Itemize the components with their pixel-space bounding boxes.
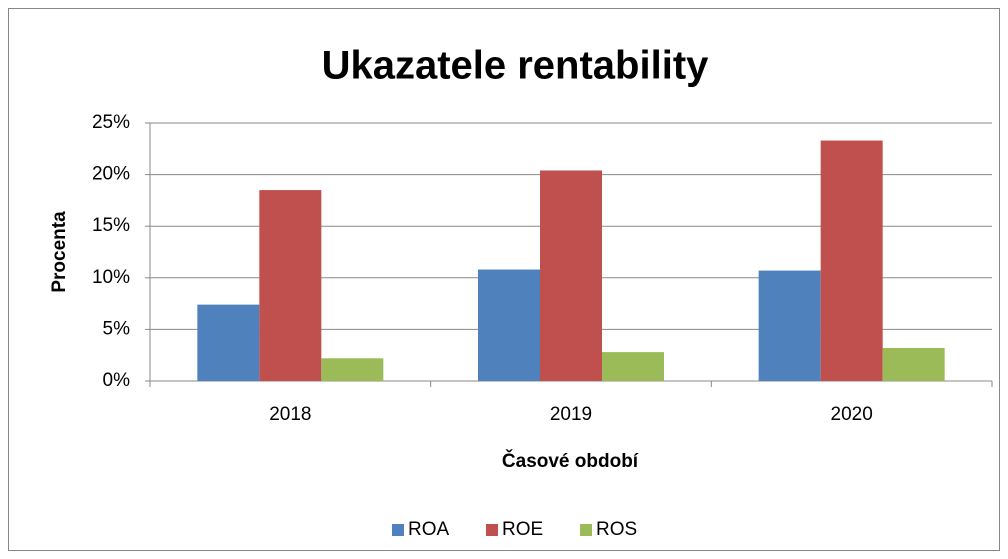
bar bbox=[321, 358, 384, 381]
y-axis-label: Procenta bbox=[49, 211, 70, 293]
legend-swatch bbox=[392, 524, 404, 536]
x-tick-label: 2019 bbox=[550, 404, 592, 425]
x-tick-label: 2018 bbox=[269, 404, 311, 425]
y-tick-label: 20% bbox=[92, 164, 130, 185]
bar bbox=[197, 304, 260, 381]
bar bbox=[540, 170, 602, 381]
y-tick-label: 10% bbox=[92, 267, 130, 288]
y-tick-label: 25% bbox=[92, 112, 130, 133]
legend-label: ROS bbox=[596, 519, 637, 540]
y-tick-label: 15% bbox=[92, 215, 130, 236]
bar bbox=[882, 347, 945, 381]
legend-swatch bbox=[580, 524, 592, 536]
bar bbox=[758, 270, 821, 381]
x-tick-label: 2020 bbox=[831, 404, 873, 425]
y-tick-label: 0% bbox=[103, 370, 131, 391]
legend-label: ROA bbox=[408, 519, 450, 540]
bar bbox=[259, 190, 322, 381]
bar bbox=[602, 352, 664, 381]
x-axis-label: Časové období bbox=[502, 450, 639, 472]
bar bbox=[820, 140, 883, 381]
legend-label: ROE bbox=[502, 519, 543, 540]
chart-title: Ukazatele rentability bbox=[322, 44, 710, 88]
bar bbox=[478, 269, 540, 381]
y-tick-label: 5% bbox=[103, 318, 131, 339]
legend-swatch bbox=[486, 524, 498, 536]
